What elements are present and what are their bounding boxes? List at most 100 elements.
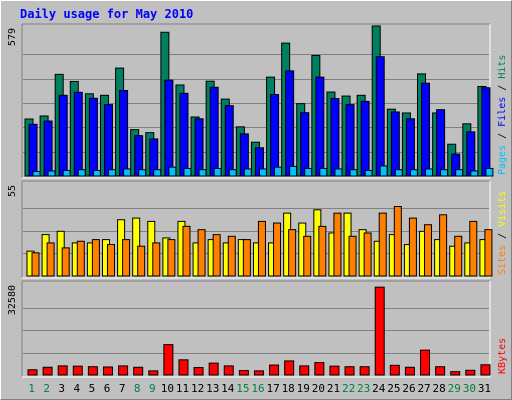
bar-pages [47,170,56,177]
bar-files [360,100,370,177]
x-tick-label: 26 [402,382,415,395]
bar-files [421,82,431,177]
bar-kbytes [253,370,264,376]
bar-files [285,70,295,177]
bar-pages [455,169,464,177]
bar-sites [197,229,206,277]
x-tick-label: 4 [74,382,81,395]
bar-pages [319,167,328,177]
legend-entry-pages-files-hits-0: Pages [497,145,508,175]
x-tick-label: 23 [357,382,370,395]
legend-entry-sites-visits-2: Visits [497,191,508,227]
bar-kbytes [284,360,295,376]
bar-sites [378,212,387,277]
x-tick-label: 17 [266,382,279,395]
bar-sites [31,252,40,277]
bar-sites [257,220,266,277]
ymax-label-pages-files-hits: 579 [7,28,18,46]
chart-title: Daily usage for May 2010 [20,7,194,21]
bar-sites [424,224,433,277]
x-tick-label: 31 [478,382,491,395]
bar-pages [485,167,494,177]
bar-sites [61,247,70,277]
bar-sites [408,217,417,277]
bar-kbytes [314,362,325,376]
x-tick-label: 22 [342,382,355,395]
bar-files [270,94,280,177]
x-tick-label: 27 [417,382,430,395]
bar-pages [243,168,252,177]
bar-sites [91,239,100,277]
x-tick-label: 8 [134,382,141,395]
bar-pages [440,169,449,177]
bar-files [73,91,83,177]
bar-files [209,86,219,177]
legend-entry-pages-files-hits-2: Files [497,97,508,127]
bar-kbytes [359,366,370,376]
legend-entry-kbytes-0: KBytes [497,338,508,374]
x-tick-label: 5 [89,382,96,395]
bar-pages [32,170,41,177]
x-tick-label: 1 [28,382,35,395]
bar-sites [212,234,221,277]
bar-kbytes [404,366,415,376]
bar-sites [333,212,342,277]
bar-sites [242,239,251,277]
legend-entry-pages-files-hits-1: / [497,127,508,145]
bar-kbytes [133,366,144,376]
bar-sites [137,245,146,277]
bar-sites [273,222,282,277]
bar-pages [394,169,403,177]
bar-kbytes [299,365,310,376]
bar-files [58,94,68,177]
bar-pages [183,167,192,177]
bar-kbytes [208,362,219,376]
ymax-label-sites-visits: 55 [7,185,18,197]
bar-files [164,79,174,177]
bar-pages [425,168,434,177]
bar-files [466,131,476,177]
x-tick-label: 9 [149,382,156,395]
bar-sites [167,239,176,277]
legend-kbytes: KBytes [497,338,508,374]
bar-kbytes [450,371,461,376]
bar-files [103,104,113,177]
bar-kbytes [72,365,83,376]
bar-pages [123,168,132,177]
bar-files [300,112,310,177]
bar-sites [439,214,448,277]
bar-files [330,98,340,177]
bar-sites [484,229,493,277]
bar-kbytes [102,366,113,376]
bar-files [28,123,38,177]
x-tick-label: 20 [312,382,325,395]
bar-sites [469,220,478,277]
bar-pages [304,167,313,177]
bar-files [179,92,189,177]
bar-files [405,118,415,177]
bar-pages [62,169,71,177]
ymax-label-kbytes: 32580 [7,285,18,315]
bar-kbytes [87,366,98,376]
x-tick-label: 10 [161,382,174,395]
bar-files [224,105,234,177]
bar-files [43,120,53,177]
panel-kbytes [22,281,490,377]
x-tick-label: 30 [463,382,476,395]
x-tick-label: 21 [327,382,340,395]
bar-files [194,118,204,177]
bar-sites [303,235,312,277]
x-tick-label: 13 [206,382,219,395]
bar-pages [153,169,162,177]
bar-kbytes [57,365,68,376]
bar-sites [106,244,115,277]
bar-pages [258,168,267,177]
bar-pages [379,165,388,177]
bar-sites [122,239,131,277]
bar-files [481,87,491,177]
bar-pages [364,169,373,177]
bar-kbytes [329,365,340,376]
bar-sites [363,232,372,277]
bar-pages [92,169,101,177]
